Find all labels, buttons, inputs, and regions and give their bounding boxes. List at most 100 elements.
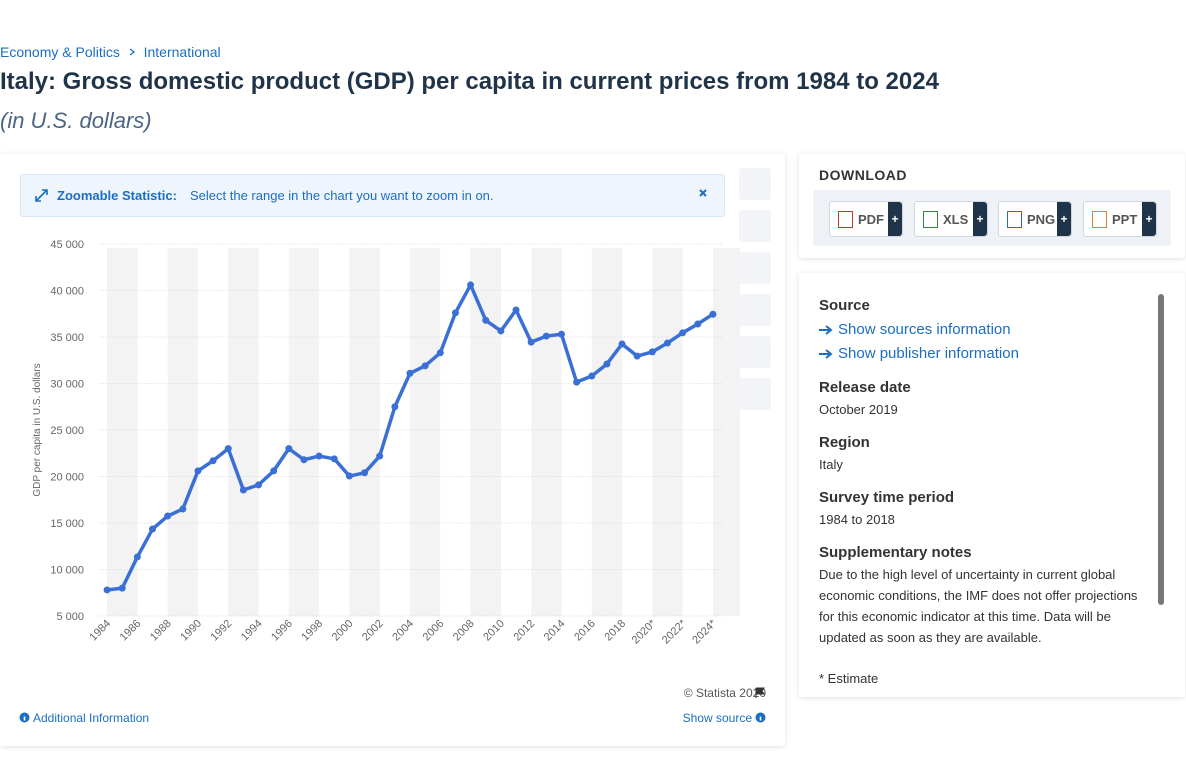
- download-button[interactable]: PNG +: [998, 201, 1072, 237]
- x-tick-label: 2020*: [630, 617, 659, 646]
- band: [228, 248, 259, 616]
- point: [633, 352, 641, 360]
- point: [603, 360, 611, 368]
- point: [149, 525, 157, 533]
- plus: +: [1142, 202, 1156, 236]
- point: [118, 584, 126, 592]
- x-tick-label: 1994: [239, 618, 265, 644]
- band: [591, 248, 623, 616]
- download-title: DOWNLOAD: [819, 167, 907, 183]
- breadcrumb-link[interactable]: Economy & Politics: [0, 44, 120, 60]
- point: [209, 457, 217, 465]
- point: [542, 332, 550, 340]
- breadcrumb-link[interactable]: International: [143, 44, 221, 60]
- point: [497, 327, 505, 335]
- band: [107, 248, 138, 616]
- x-tick-label: 1998: [299, 618, 325, 644]
- band: [410, 248, 441, 616]
- close-icon[interactable]: [698, 188, 708, 198]
- additional-info[interactable]: Additional Information: [33, 711, 150, 725]
- format: PDF: [858, 212, 884, 227]
- x-tick-label: 1996: [269, 618, 295, 644]
- x-tick-label: 1990: [178, 618, 204, 644]
- point: [451, 309, 459, 317]
- x-tick-label: 2012: [511, 618, 537, 644]
- chevron: [129, 48, 135, 56]
- section-text: October 2019: [819, 402, 898, 417]
- flag-icon[interactable]: [754, 687, 766, 699]
- y-tick-label: 35 000: [50, 332, 84, 344]
- band: [652, 248, 683, 616]
- point: [421, 362, 429, 370]
- y-tick-label: 15 000: [50, 518, 84, 530]
- download-button[interactable]: XLS +: [914, 201, 988, 237]
- x-tick-label: 2010: [481, 618, 507, 644]
- arrow: [819, 349, 833, 359]
- point: [103, 586, 111, 594]
- publisher-link[interactable]: Show publisher information: [838, 345, 1019, 362]
- share-button[interactable]: [739, 294, 771, 326]
- favorite-button[interactable]: [739, 168, 771, 200]
- point: [467, 281, 475, 289]
- y-tick-label: 5 000: [56, 611, 84, 623]
- y-tick-label: 45 000: [50, 239, 84, 251]
- y-axis-title: GDP per capita in U.S. dollars: [32, 363, 43, 496]
- settings-button[interactable]: [739, 252, 771, 284]
- x-tick-label: 2004: [390, 618, 416, 644]
- point: [315, 452, 323, 460]
- sources-link[interactable]: Show sources information: [838, 321, 1011, 338]
- format: PPT: [1112, 212, 1138, 227]
- download-box: PDF + XLS + PNG + PPT +: [813, 190, 1171, 246]
- point: [361, 469, 369, 477]
- point: [557, 330, 565, 338]
- zoom-label: Zoomable Statistic:: [57, 188, 177, 203]
- copyright: © Statista 2020: [683, 686, 766, 700]
- point: [436, 349, 444, 357]
- chart: 1984 1986 1988 1990 1992 1994 1996 1998 2000 2002…: [32, 239, 740, 646]
- point: [406, 369, 414, 377]
- section-heading: Region: [819, 434, 870, 451]
- info-icon: [755, 712, 766, 723]
- point: [588, 372, 596, 380]
- band: [288, 248, 320, 616]
- scrollbar[interactable]: [1158, 294, 1164, 605]
- point: [648, 348, 656, 356]
- point: [573, 378, 581, 386]
- download-button[interactable]: PDF +: [829, 201, 903, 237]
- point: [164, 512, 172, 520]
- plus: +: [973, 202, 987, 236]
- download-button[interactable]: PPT +: [1083, 201, 1157, 237]
- print-button[interactable]: [739, 378, 771, 410]
- subtitle: (in U.S. dollars): [0, 108, 152, 133]
- band: [167, 248, 198, 616]
- source-heading: Source: [819, 297, 870, 314]
- section-heading: Release date: [819, 379, 911, 396]
- zoom-icon: [35, 189, 48, 202]
- show-source[interactable]: Show source: [682, 711, 752, 725]
- point: [663, 339, 671, 347]
- point: [224, 445, 232, 453]
- point: [376, 452, 384, 460]
- section-text: Italy: [819, 457, 843, 472]
- point: [618, 340, 626, 348]
- alert-button[interactable]: [739, 210, 771, 242]
- x-tick-label: 2024*: [690, 617, 719, 646]
- notes: Due to the high level of uncertainty in …: [819, 567, 1138, 645]
- x-tick-label: 1992: [209, 618, 235, 644]
- point: [527, 338, 535, 346]
- format: XLS: [943, 212, 969, 227]
- band: [470, 248, 501, 616]
- notes-heading: Supplementary notes: [819, 544, 972, 561]
- point: [255, 481, 263, 489]
- point: [345, 472, 353, 480]
- x-tick-label: 1986: [118, 618, 144, 644]
- cite-button[interactable]: [739, 336, 771, 368]
- zoom-text: Select the range in the chart you want t…: [190, 188, 494, 203]
- info-icon: [19, 712, 30, 723]
- y-tick-label: 40 000: [50, 286, 84, 298]
- point: [679, 329, 687, 337]
- x-tick-label: 2014: [542, 618, 568, 644]
- x-tick-label: 2002: [360, 618, 386, 644]
- breadcrumb: Economy & Politics International: [0, 44, 221, 60]
- point: [330, 455, 338, 463]
